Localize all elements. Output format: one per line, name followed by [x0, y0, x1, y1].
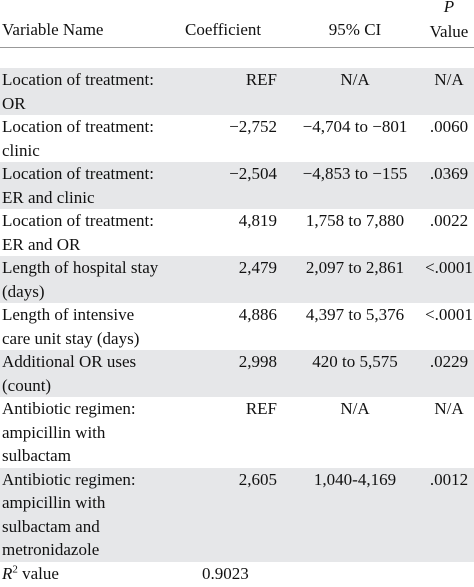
p-value: <.0001: [425, 258, 473, 277]
coefficient: 4,819: [238, 211, 277, 230]
confidence-interval: −4,704 to −801: [302, 117, 408, 136]
r2-superscript: 2: [12, 562, 18, 575]
p-value: .0012: [429, 469, 469, 489]
p-value: N/A: [434, 399, 464, 418]
variable-line: Location of treatment:: [2, 164, 154, 183]
coefficient: −2,504: [229, 164, 277, 183]
p-value: N/A: [434, 70, 464, 89]
header-ci: 95% CI: [328, 20, 382, 39]
confidence-interval: 2,097 to 2,861: [305, 258, 405, 277]
r2-label: R2 value: [2, 562, 59, 586]
coefficient: 2,998: [238, 352, 277, 371]
coefficient: −2,752: [229, 117, 277, 136]
variable-line: Length of hospital stay: [2, 258, 159, 277]
coefficient: REF: [245, 399, 277, 418]
variable-line: Location of treatment:: [2, 211, 154, 230]
variable-line: ampicillin with: [2, 493, 106, 512]
variable-line: metronidazole: [2, 540, 100, 559]
variable-line: (count): [2, 375, 52, 395]
variable-line: Length of intensive: [2, 305, 135, 324]
header-coefficient: Coefficient: [185, 20, 262, 39]
variable-line: ER and clinic: [2, 187, 95, 207]
variable-line: Additional OR uses: [2, 352, 137, 371]
variable-line: ampicillin with: [2, 422, 106, 442]
variable-line: care unit stay (days): [2, 328, 140, 348]
p-value: .0060: [429, 117, 469, 136]
header-p-text: Value: [429, 22, 469, 41]
r2-coefficient: 0.9023: [202, 563, 249, 583]
row-shade: [0, 467, 474, 562]
row-shade: [0, 68, 474, 115]
variable-line: Antibiotic regimen:: [2, 469, 136, 489]
p-value: .0229: [429, 352, 469, 371]
variable-line: ER and OR: [2, 234, 81, 254]
p-value: .0369: [429, 164, 469, 183]
variable-line: Location of treatment:: [2, 70, 154, 89]
variable-line: Location of treatment:: [2, 117, 154, 136]
header-p-symbol: P: [443, 0, 455, 16]
coefficient: REF: [245, 70, 277, 89]
coefficient: 2,479: [238, 258, 277, 277]
confidence-interval: 420 to 5,575: [312, 352, 398, 371]
variable-line: sulbactam: [2, 446, 71, 465]
coefficient: 2,605: [238, 469, 277, 489]
variable-line: OR: [2, 93, 26, 113]
confidence-interval: −4,853 to −155: [302, 164, 408, 183]
row-shade: [0, 162, 474, 209]
p-value: .0022: [429, 211, 469, 230]
variable-line: Antibiotic regimen:: [2, 399, 136, 418]
r2-text: value: [22, 563, 59, 583]
confidence-interval: 1,758 to 7,880: [305, 211, 405, 230]
variable-line: (days): [2, 281, 45, 301]
variable-line: sulbactam and: [2, 516, 100, 536]
header-variable: Variable Name: [2, 20, 104, 39]
header-rule: [0, 47, 474, 48]
p-value: <.0001: [425, 305, 473, 324]
row-shade: [0, 350, 474, 397]
variable-line: clinic: [2, 140, 40, 160]
r2-symbol: R: [2, 563, 13, 583]
confidence-interval: 1,040-4,169: [313, 469, 397, 489]
row-shade: [0, 256, 474, 303]
coefficient: 4,886: [238, 305, 277, 324]
confidence-interval: N/A: [340, 70, 370, 89]
confidence-interval: 4,397 to 5,376: [305, 305, 405, 324]
confidence-interval: N/A: [340, 399, 370, 418]
